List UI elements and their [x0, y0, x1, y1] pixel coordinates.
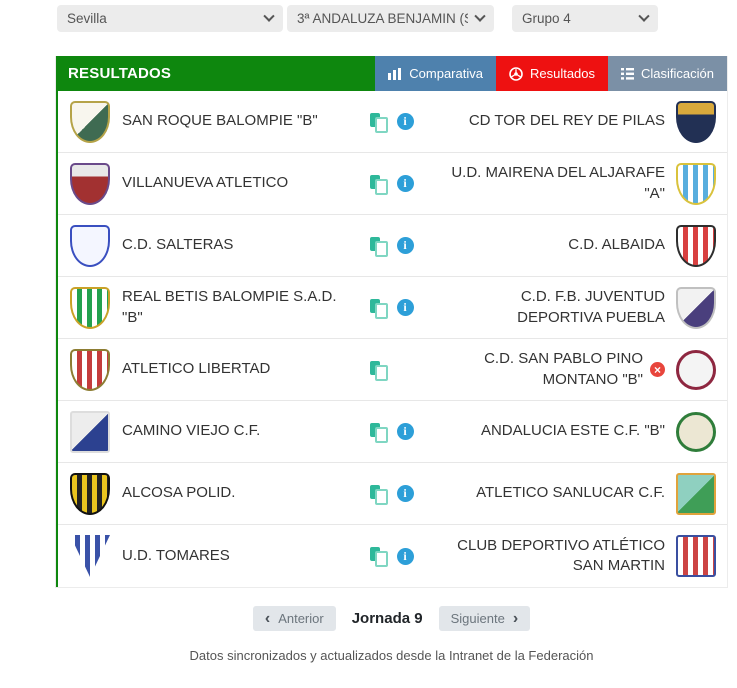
chevron-right-icon: › [512, 609, 519, 627]
home-team-logo [70, 286, 110, 329]
home-team-name: CAMINO VIEJO C.F. [122, 422, 261, 440]
jornada-label: Jornada 9 [351, 610, 423, 627]
home-team-logo [70, 348, 110, 391]
previous-button[interactable]: ‹ Anterior [252, 606, 336, 631]
copy-icon[interactable] [369, 298, 388, 319]
group-select-value: Grupo 4 [522, 11, 571, 26]
copy-icon[interactable] [369, 547, 388, 567]
home-team-logo [70, 162, 110, 205]
info-icon[interactable]: i [396, 299, 414, 316]
match-row: U.D. TOMARES i CLUB DEPORTIVO ATLÉTICO S… [58, 525, 727, 587]
previous-button-label: Anterior [278, 611, 324, 626]
home-team-logo [70, 410, 110, 453]
away-team-name: CD TOR DEL REY DE PILAS [468, 112, 665, 130]
chevron-down-icon [263, 10, 275, 22]
match-row: C.D. SALTERAS i C.D. ALBAIDA × [58, 215, 727, 277]
tab-label: Clasificación [641, 66, 714, 81]
away-team-name: ANDALUCIA ESTE C.F. "B" [480, 422, 665, 440]
cancelled-icon: × [650, 362, 665, 377]
copy-icon[interactable] [369, 422, 388, 443]
chevron-down-icon [474, 10, 486, 22]
match-row: SAN ROQUE BALOMPIE "B" i CD TOR DEL REY … [58, 91, 727, 153]
chevron-down-icon [638, 10, 650, 22]
match-list: SAN ROQUE BALOMPIE "B" i CD TOR DEL REY … [56, 91, 727, 587]
info-icon[interactable]: i [396, 547, 414, 565]
match-row: VILLANUEVA ATLETICO i U.D. MAIRENA DEL A… [58, 153, 727, 215]
copy-icon[interactable] [369, 174, 388, 195]
away-team-logo [676, 472, 716, 515]
bar-chart-icon [388, 67, 402, 80]
tab-clasificacion[interactable]: Clasificación [608, 56, 727, 91]
group-select[interactable]: Grupo 4 [512, 5, 658, 32]
away-team-name: U.D. MAIRENA DEL ALJARAFE "A" [451, 164, 665, 202]
province-select-value: Sevilla [67, 11, 107, 26]
home-team-name: ATLETICO LIBERTAD [122, 360, 271, 378]
next-button[interactable]: Siguiente › [438, 606, 531, 631]
results-page: Sevilla 3ª ANDALUZA BENJAMIN (SI Grupo 4… [55, 5, 728, 663]
match-row: CAMINO VIEJO C.F. i ANDALUCIA ESTE C.F. … [58, 401, 727, 463]
away-team-logo [676, 162, 716, 205]
copy-icon[interactable] [369, 112, 388, 133]
away-team-logo [676, 411, 716, 452]
info-icon[interactable]: i [396, 237, 414, 254]
copy-icon[interactable] [369, 236, 388, 257]
sync-note: Datos sincronizados y actualizados desde… [189, 648, 594, 663]
football-icon [509, 66, 523, 81]
home-team-logo [70, 472, 110, 515]
copy-icon[interactable] [369, 484, 388, 505]
province-select[interactable]: Sevilla [57, 5, 283, 32]
panel-title: RESULTADOS [56, 56, 376, 91]
away-team-name: C.D. ALBAIDA [568, 236, 665, 254]
home-team-logo [70, 224, 110, 267]
away-team-name: C.D. F.B. JUVENTUD DEPORTIVA PUEBLA [517, 288, 665, 326]
away-team-logo [676, 286, 716, 329]
match-row: ATLETICO LIBERTAD i C.D. SAN PABLO PINO … [58, 339, 727, 401]
home-team-name: U.D. TOMARES [122, 546, 230, 564]
away-team-logo [676, 535, 716, 577]
home-team-name: SAN ROQUE BALOMPIE "B" [122, 112, 318, 130]
away-team-logo [676, 100, 716, 143]
home-team-name: C.D. SALTERAS [122, 236, 234, 254]
info-icon[interactable]: i [396, 113, 414, 130]
info-icon[interactable]: i [396, 175, 414, 192]
competition-select-value: 3ª ANDALUZA BENJAMIN (SI [297, 11, 468, 26]
competition-select[interactable]: 3ª ANDALUZA BENJAMIN (SI [287, 5, 494, 32]
copy-icon[interactable] [369, 360, 388, 381]
home-team-name: REAL BETIS BALOMPIE S.A.D. "B" [122, 288, 337, 326]
home-team-name: ALCOSA POLID. [122, 484, 236, 502]
home-team-logo [70, 535, 110, 577]
list-icon [621, 67, 635, 80]
next-button-label: Siguiente [450, 611, 505, 626]
away-team-name: CLUB DEPORTIVO ATLÉTICO SAN MARTIN [457, 536, 665, 574]
info-icon[interactable]: i [396, 485, 414, 502]
home-team-name: VILLANUEVA ATLETICO [122, 174, 289, 192]
match-row: REAL BETIS BALOMPIE S.A.D. "B" i C.D. F.… [58, 277, 727, 339]
away-team-name: ATLETICO SANLUCAR C.F. [476, 484, 665, 502]
tab-label: Comparativa [409, 66, 483, 81]
away-team-logo [676, 224, 716, 267]
away-team-name: C.D. SAN PABLO PINO MONTANO "B" [484, 350, 643, 388]
away-team-logo [676, 349, 716, 390]
info-icon[interactable]: i [396, 423, 414, 440]
match-row: ALCOSA POLID. i ATLETICO SANLUCAR C.F. × [58, 463, 727, 525]
tab-label: Resultados [529, 66, 596, 81]
pagination: ‹ Anterior Jornada 9 Siguiente › [55, 606, 728, 631]
results-panel: RESULTADOS Comparativa Resultados Clasif… [55, 56, 728, 588]
filter-bar: Sevilla 3ª ANDALUZA BENJAMIN (SI Grupo 4 [55, 5, 728, 32]
home-team-logo [70, 100, 110, 143]
tab-resultados[interactable]: Resultados [495, 56, 609, 91]
panel-header: RESULTADOS Comparativa Resultados Clasif… [56, 56, 727, 91]
tab-comparativa[interactable]: Comparativa [375, 56, 496, 91]
chevron-left-icon: ‹ [264, 609, 271, 627]
